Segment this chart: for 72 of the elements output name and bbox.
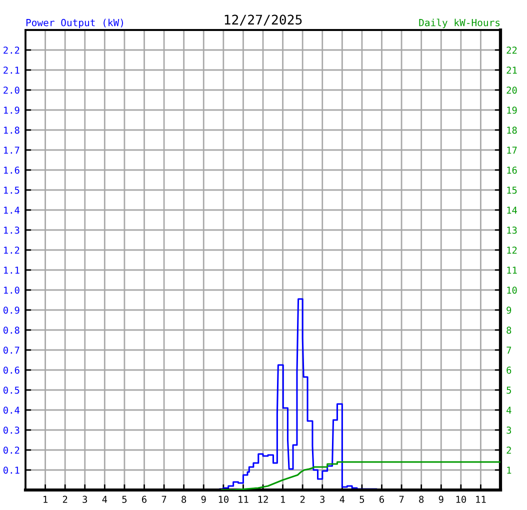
- y2-tick-label: 4: [506, 406, 512, 414]
- y2-tick-label: 15: [507, 186, 517, 194]
- y2-tick-label: 14: [507, 206, 517, 214]
- chart-title: 12/27/2025: [224, 14, 302, 26]
- y-tick-label: 1.9: [4, 106, 20, 114]
- x-tick-label: 8: [419, 496, 424, 503]
- x-tick-label: 4: [340, 496, 345, 503]
- x-tick-label: 8: [182, 496, 186, 503]
- y2-tick-label: 20: [506, 86, 517, 94]
- y-tick-label: 1.1: [4, 266, 20, 274]
- x-tick-label: 6: [142, 496, 146, 503]
- y-tick-label: 0.3: [4, 426, 20, 434]
- x-tick-label: 4: [102, 496, 108, 503]
- y2-tick-label: 16: [507, 166, 517, 174]
- y-tick-label: 1.2: [4, 246, 20, 254]
- x-tick-label: 1: [44, 496, 48, 503]
- y-tick-label: 1.5: [4, 186, 20, 194]
- y-tick-label: 0.7: [4, 346, 20, 354]
- y-tick-label: 2.1: [4, 66, 20, 74]
- y2-tick-label: 10: [507, 286, 517, 294]
- x-tick-label: 9: [438, 496, 444, 503]
- y2-tick-label: 13: [507, 226, 517, 234]
- y-tick-label: 1.6: [4, 166, 20, 174]
- y2-tick-label: 11: [507, 266, 517, 274]
- y2-tick-label: 21: [506, 66, 517, 74]
- x-tick-label: 3: [82, 496, 88, 503]
- x-tick-label: 10: [218, 496, 228, 503]
- y2-tick-label: 7: [506, 346, 512, 354]
- x-tick-label: 5: [360, 496, 364, 503]
- y-tick-label: 1.0: [4, 286, 20, 294]
- line-series: [218, 298, 378, 490]
- y-tick-label: 0.6: [4, 366, 20, 374]
- y-tick-label: 1.7: [4, 146, 20, 154]
- y2-tick-label: 6: [506, 366, 512, 374]
- x-tick-label: 2: [62, 496, 68, 503]
- y2-tick-label: 1: [507, 466, 512, 474]
- y-tick-label: 1.4: [4, 206, 20, 214]
- y-tick-label: 0.5: [4, 386, 20, 394]
- y2-tick-label: 19: [507, 106, 517, 114]
- x-tick-label: 3: [320, 496, 325, 503]
- line-series: [221, 461, 500, 490]
- x-tick-label: 10: [456, 496, 466, 503]
- y2-tick-label: 17: [507, 146, 517, 154]
- x-tick-label: 2: [300, 496, 305, 503]
- y2-tick-label: 8: [506, 326, 512, 334]
- y2-tick-label: 12: [507, 246, 517, 254]
- y-tick-label: 0.1: [4, 466, 20, 474]
- y-tick-label: 0.4: [4, 406, 20, 414]
- y-tick-label: 0.8: [4, 326, 20, 334]
- y-tick-label: 1.8: [4, 126, 20, 134]
- x-tick-label: 9: [201, 496, 206, 503]
- y2-axis-title: Daily kW-Hours: [419, 18, 500, 28]
- y2-tick-label: 3: [506, 426, 512, 434]
- x-tick-label: 11: [476, 496, 486, 503]
- x-tick-label: 12: [258, 496, 268, 503]
- x-tick-label: 7: [162, 496, 166, 503]
- y-axis-title: Power Output (kW): [26, 18, 123, 28]
- x-tick-label: 6: [380, 496, 384, 503]
- x-tick-label: 5: [122, 496, 127, 503]
- x-tick-label: 1: [281, 496, 285, 503]
- y2-tick-label: 9: [506, 306, 512, 314]
- y2-tick-label: 5: [506, 386, 511, 394]
- y-tick-label: 0.9: [4, 306, 20, 314]
- y-tick-label: 2.0: [4, 86, 20, 94]
- x-tick-label: 11: [238, 496, 248, 503]
- x-tick-label: 7: [399, 496, 404, 503]
- y2-tick-label: 22: [506, 46, 517, 54]
- y-tick-label: 0.2: [4, 446, 20, 454]
- y-tick-label: 1.3: [4, 226, 20, 234]
- y2-tick-label: 2: [506, 446, 511, 454]
- y2-tick-label: 18: [507, 126, 517, 134]
- y-tick-label: 2.2: [4, 46, 20, 54]
